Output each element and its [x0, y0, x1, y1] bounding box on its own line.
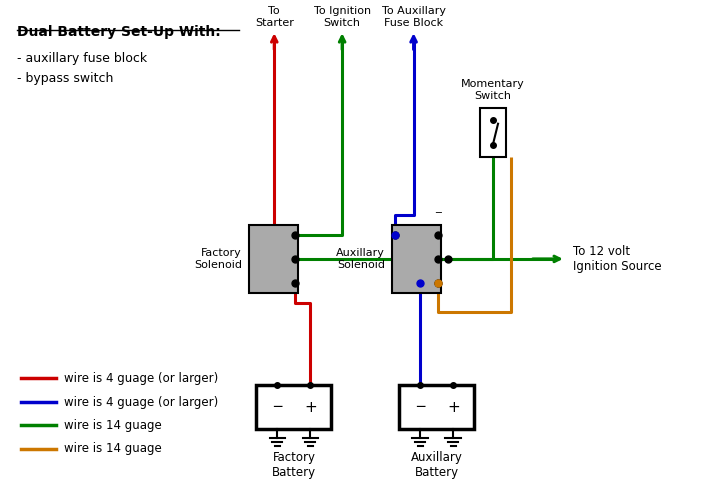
- Bar: [400, 386, 474, 429]
- Text: To Auxillary
Fuse Block: To Auxillary Fuse Block: [382, 6, 446, 28]
- Bar: [392, 225, 441, 293]
- Text: To Ignition
Switch: To Ignition Switch: [314, 6, 371, 28]
- Bar: [480, 108, 505, 157]
- Text: Auxillary
Solenoid: Auxillary Solenoid: [336, 248, 385, 270]
- Text: - bypass switch: - bypass switch: [17, 72, 114, 85]
- Text: Momentary
Switch: Momentary Switch: [461, 80, 525, 101]
- Text: wire is 4 guage (or larger): wire is 4 guage (or larger): [63, 396, 217, 409]
- Text: Auxillary
Battery: Auxillary Battery: [411, 451, 463, 479]
- Text: Dual Battery Set-Up With:: Dual Battery Set-Up With:: [17, 26, 221, 40]
- Text: wire is 4 guage (or larger): wire is 4 guage (or larger): [63, 372, 217, 384]
- Text: Factory
Solenoid: Factory Solenoid: [194, 248, 242, 270]
- Bar: [256, 386, 331, 429]
- Text: ─: ─: [435, 208, 441, 218]
- Text: To 12 volt
Ignition Source: To 12 volt Ignition Source: [573, 245, 662, 273]
- Text: +: +: [447, 400, 459, 415]
- Text: wire is 14 guage: wire is 14 guage: [63, 418, 161, 432]
- Text: wire is 14 guage: wire is 14 guage: [63, 442, 161, 455]
- Text: Factory
Battery: Factory Battery: [272, 451, 316, 479]
- Text: - auxillary fuse block: - auxillary fuse block: [17, 52, 147, 65]
- Text: ─: ─: [416, 400, 425, 414]
- Text: ─: ─: [273, 400, 282, 414]
- Bar: [249, 225, 298, 293]
- Text: +: +: [304, 400, 317, 415]
- Text: To
Starter: To Starter: [255, 6, 294, 28]
